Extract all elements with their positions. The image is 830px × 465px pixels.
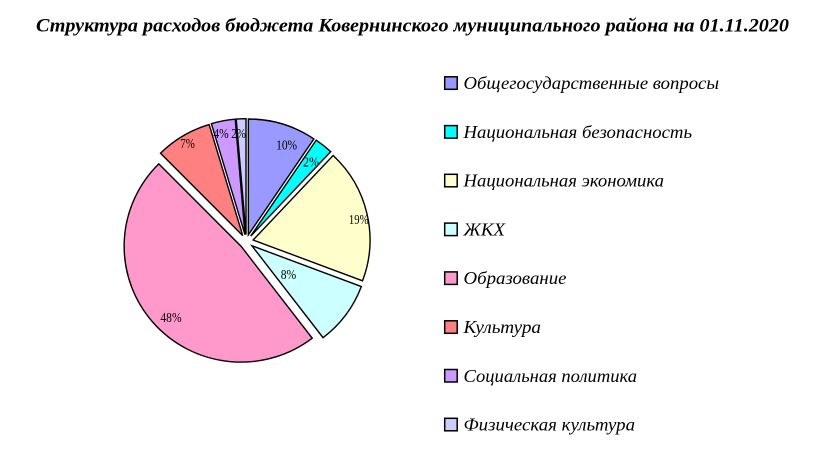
svg-text:8%: 8%: [281, 268, 297, 283]
svg-text:Социальная политика: Социальная политика: [464, 366, 638, 386]
svg-text:48%: 48%: [160, 311, 181, 326]
svg-text:ЖКХ: ЖКХ: [462, 219, 506, 239]
svg-text:2%: 2%: [231, 127, 246, 142]
svg-text:Образование: Образование: [464, 268, 567, 288]
svg-text:Национальная экономика: Национальная экономика: [462, 171, 664, 191]
svg-text:19%: 19%: [349, 213, 369, 228]
svg-text:Структура расходов бюджета Ков: Структура расходов бюджета Ковернинского…: [36, 16, 790, 37]
svg-text:Культура: Культура: [462, 317, 541, 337]
svg-text:2%: 2%: [303, 155, 319, 170]
svg-text:Физическая культура: Физическая культура: [464, 415, 636, 435]
svg-text:4%: 4%: [213, 127, 228, 142]
svg-text:7%: 7%: [180, 137, 195, 152]
svg-text:Общегосударственные вопросы: Общегосударственные вопросы: [464, 73, 720, 93]
svg-text:Национальная безопасность: Национальная безопасность: [462, 122, 692, 142]
svg-text:10%: 10%: [276, 138, 297, 153]
